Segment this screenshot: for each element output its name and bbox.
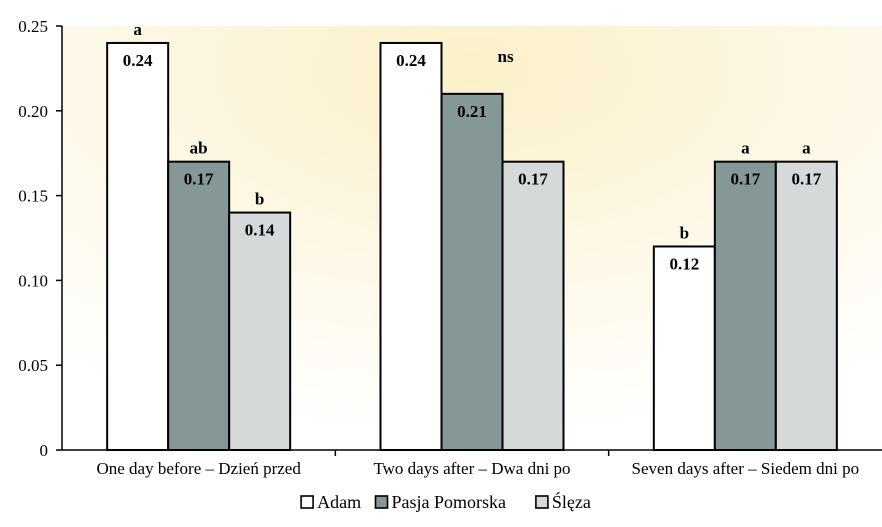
legend-swatch	[300, 495, 314, 509]
x-category-label: Two days after – Dwa dni po	[373, 459, 570, 478]
significance-label: ab	[190, 139, 208, 158]
bar-value-label: 0.21	[457, 102, 487, 121]
bar-value-label: 0.24	[123, 51, 153, 70]
bar-value-label: 0.24	[396, 51, 426, 70]
bar-pasja-pomorska	[440, 92, 504, 451]
bar-value-label: 0.12	[669, 254, 699, 273]
y-tick-label: 0.20	[18, 102, 48, 121]
bar-value-label: 0.17	[518, 170, 548, 189]
bar-adam	[379, 41, 443, 452]
bars	[106, 41, 838, 452]
bar-value-label: 0.17	[791, 170, 821, 189]
labels: 0.24 a 0.17 ab 0.14 b 0.24 0.21 0.17 ns 0.12 b 0.17 a…	[123, 20, 822, 274]
legend-label: Ślęza	[552, 491, 591, 512]
legend: Adam Pasja Pomorska Ślęza	[300, 491, 591, 512]
bar-value-label: 0.14	[245, 221, 275, 240]
significance-label: b	[680, 223, 689, 242]
y-tick-label: 0.15	[18, 187, 48, 206]
group-annotation: ns	[498, 47, 514, 66]
bar-value-label: 0.17	[730, 170, 760, 189]
bar--l-za	[501, 160, 565, 451]
significance-label: a	[741, 139, 750, 158]
y-tick-label: 0.25	[18, 17, 48, 36]
bar-adam	[652, 245, 716, 451]
x-category-label: One day before – Dzień przed	[96, 459, 301, 478]
y-tick-label: 0.05	[18, 356, 48, 375]
bar-pasja-pomorska	[713, 160, 777, 451]
legend-label: Pasja Pomorska	[392, 492, 507, 512]
axes: 0 0.05 0.10 0.15 0.20 0.25 One day before – Dz…	[18, 17, 882, 478]
y-tick-label: 0.10	[18, 271, 48, 290]
significance-label: b	[255, 190, 264, 209]
legend-label: Adam	[317, 492, 361, 512]
bar--l-za	[228, 211, 292, 451]
y-tick-label: 0	[40, 441, 49, 460]
bar--l-za	[774, 160, 838, 451]
bar-value-label: 0.17	[184, 170, 214, 189]
significance-label: a	[133, 20, 142, 39]
significance-label: a	[802, 139, 811, 158]
legend-swatch	[374, 495, 389, 509]
x-category-label: Seven days after – Siedem dni po	[632, 459, 860, 478]
bar-pasja-pomorska	[167, 160, 231, 451]
legend-swatch	[535, 495, 549, 509]
bar-adam	[106, 41, 170, 452]
